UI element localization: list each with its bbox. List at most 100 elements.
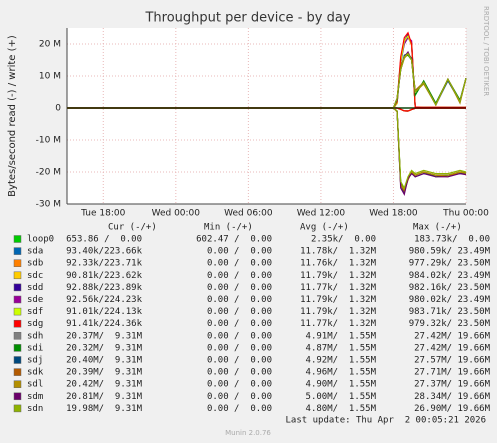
legend-min: 602.47 / 0.00 [196,235,272,245]
y-tick-label: -10 M [36,136,61,146]
legend-avg: 11.79k/ 1.32M [300,307,376,317]
x-tick-label: Wed 18:00 [369,209,418,219]
legend-min: 0.00 / 0.00 [207,404,272,414]
legend-max: 27.42M/ 19.66M [414,331,490,341]
legend-max: 27.71M/ 19.66M [414,368,490,378]
legend-name: sde [27,295,43,305]
legend-swatch [13,247,22,255]
series-line [67,52,467,109]
x-tick-label: Wed 06:00 [224,209,273,219]
legend-avg: 4.87M/ 1.55M [306,343,377,353]
legend-swatch [13,295,22,304]
x-tick-label: Wed 12:00 [297,209,346,219]
legend-min: 0.00 / 0.00 [207,319,272,329]
legend-swatch [13,356,22,364]
column-header: Cur (-/+) [108,223,157,233]
legend-swatch [13,259,22,267]
legend-swatch [13,307,22,316]
legend-name: sdf [27,307,43,317]
legend-name: sdm [27,392,43,402]
legend-avg: 11.79k/ 1.32M [300,295,376,305]
legend-avg: 11.76k/ 1.32M [300,259,376,269]
legend-max: 27.57M/ 19.66M [414,356,490,366]
legend-name: sdn [27,404,43,414]
y-axis-label: Bytes/second read (-) / write (+) [7,35,18,197]
legend-name: sdg [27,319,43,329]
legend-cur: 90.81k/223.62k [66,271,142,281]
column-header: Min (-/+) [204,223,253,233]
legend-name: sdi [27,343,43,353]
legend-swatch [13,271,22,280]
legend-max: 983.71k/ 23.50M [409,307,491,317]
legend-swatch [13,392,22,401]
chart-title: Throughput per device - by day [144,11,350,26]
y-tick-label: -30 M [36,200,61,210]
legend-name: sdj [27,356,43,366]
legend-avg: 4.96M/ 1.55M [306,368,377,378]
legend-cur: 653.86 / 0.00 [66,235,142,245]
series-line [67,107,467,190]
legend-name: sda [27,247,43,257]
legend-cur: 92.33k/223.71k [66,259,142,269]
legend-min: 0.00 / 0.00 [207,259,272,269]
legend-avg: 11.77k/ 1.32M [300,283,376,293]
legend-avg: 4.90M/ 1.55M [306,380,377,390]
legend-max: 982.16k/ 23.50M [409,283,491,293]
legend-min: 0.00 / 0.00 [207,343,272,353]
legend-cur: 91.01k/224.13k [66,307,142,317]
legend-cur: 20.32M/ 9.31M [66,343,142,353]
column-header: Max (-/+) [413,223,462,233]
legend-max: 26.90M/ 19.66M [414,404,490,414]
side-label: RRDTOOL / TOBI OETIKER [482,6,490,96]
legend-max: 984.02k/ 23.49M [409,271,491,281]
legend-min: 0.00 / 0.00 [207,283,272,293]
legend-cur: 20.39M/ 9.31M [66,368,142,378]
legend-avg: 4.92M/ 1.55M [306,356,377,366]
legend-min: 0.00 / 0.00 [207,271,272,281]
legend-name: sdb [27,259,43,269]
legend-avg: 11.79k/ 1.32M [300,271,376,281]
legend-swatch [13,319,22,328]
legend-max: 183.73k/ 0.00 [414,235,490,245]
x-tick-label: Wed 00:00 [152,209,201,219]
legend-cur: 91.41k/224.36k [66,319,142,329]
legend-cur: 20.40M/ 9.31M [66,356,142,366]
legend-avg: 2.35k/ 0.00 [311,235,376,245]
legend-swatch [13,283,22,292]
legend-min: 0.00 / 0.00 [207,392,272,402]
legend-max: 979.32k/ 23.50M [409,319,491,329]
y-tick-label: 20 M [39,40,61,50]
y-tick-label: 0 [55,104,61,114]
legend-cur: 20.42M/ 9.31M [66,380,142,390]
legend-cur: 92.88k/223.89k [66,283,142,293]
legend-swatch [13,404,22,413]
legend-max: 980.02k/ 23.49M [409,295,491,305]
legend-max: 977.29k/ 23.50M [409,259,491,269]
legend-name: sdk [27,368,44,378]
legend-avg: 5.00M/ 1.55M [306,392,377,402]
legend-swatch [13,332,22,340]
legend-min: 0.00 / 0.00 [207,380,272,390]
legend-name: sdc [27,271,43,281]
legend-min: 0.00 / 0.00 [207,356,272,366]
legend-cur: 92.56k/224.23k [66,295,142,305]
legend-cur: 20.37M/ 9.31M [66,331,142,341]
series-line [67,31,467,109]
column-header: Avg (-/+) [300,223,349,233]
legend-swatch [13,344,22,352]
legend-avg: 4.80M/ 1.55M [306,404,377,414]
legend-max: 980.59k/ 23.49M [409,247,491,257]
legend-cur: 20.81M/ 9.31M [66,392,142,402]
legend-avg: 11.77k/ 1.32M [300,319,376,329]
legend-name: sdh [27,331,43,341]
y-tick-label: 10 M [39,72,61,82]
legend-name: loop0 [27,235,54,245]
legend-min: 0.00 / 0.00 [207,307,272,317]
legend-swatch [13,368,22,376]
last-update: Last update: Thu Apr 2 00:05:21 2026 [286,416,486,426]
legend-cur: 93.40k/223.66k [66,247,142,257]
legend-min: 0.00 / 0.00 [207,247,272,257]
legend-swatch [13,235,22,243]
legend-min: 0.00 / 0.00 [207,368,272,378]
